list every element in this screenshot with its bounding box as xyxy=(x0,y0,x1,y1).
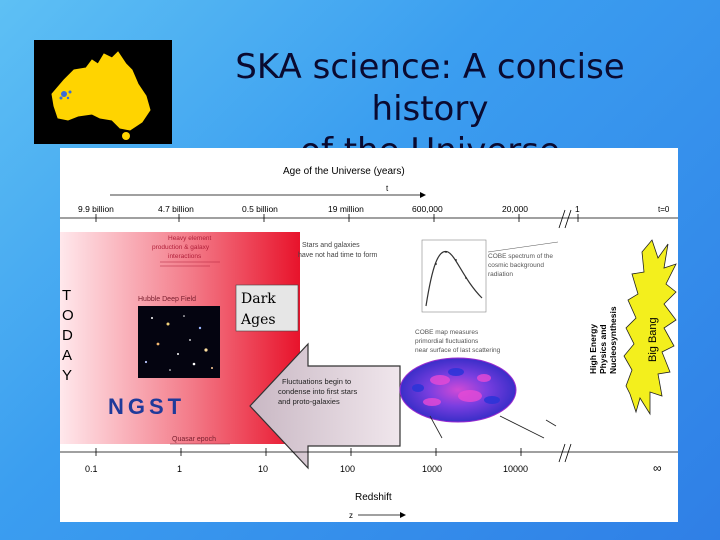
dark-ages-line1: Dark xyxy=(241,291,276,307)
top-tick: t=0 xyxy=(658,205,670,214)
svg-text:Nucleosynthesis: Nucleosynthesis xyxy=(608,306,618,374)
stars-annotation: Stars and galaxies have not had time to … xyxy=(298,242,378,259)
big-bang-label: Big Bang xyxy=(647,317,659,362)
svg-text:Y: Y xyxy=(62,367,72,384)
svg-text:interactions: interactions xyxy=(168,253,202,260)
universe-history-figure: Age of the Universe (years) t 9.9 billio… xyxy=(60,148,678,522)
svg-text:primordial fluctuations: primordial fluctuations xyxy=(415,338,479,345)
svg-text:A: A xyxy=(62,347,72,364)
australia-map-logo xyxy=(34,40,172,144)
svg-text:10000: 10000 xyxy=(503,464,528,474)
top-tick: 20,000 xyxy=(502,204,528,214)
top-tick: 9.9 billion xyxy=(78,204,114,214)
svg-text:High Energy: High Energy xyxy=(588,324,598,374)
fluctuation-arrow xyxy=(249,342,401,470)
top-tick: 19 million xyxy=(328,204,364,214)
svg-text:∞: ∞ xyxy=(653,461,662,475)
today-label: T O D A Y xyxy=(62,287,74,384)
svg-text:10: 10 xyxy=(258,464,268,474)
svg-text:have not had time to form: have not had time to form xyxy=(298,252,378,259)
svg-text:COBE spectrum of the: COBE spectrum of the xyxy=(488,253,553,260)
svg-text:D: D xyxy=(62,327,73,344)
svg-text:1000: 1000 xyxy=(422,464,442,474)
top-axis-title: Age of the Universe (years) xyxy=(283,166,405,177)
svg-text:near surface of last scatterin: near surface of last scattering xyxy=(415,347,501,354)
top-tick: 600,000 xyxy=(412,204,443,214)
svg-text:100: 100 xyxy=(340,464,355,474)
svg-text:radiation: radiation xyxy=(488,271,513,278)
svg-text:Heavy element: Heavy element xyxy=(168,235,212,242)
top-tick: 0.5 billion xyxy=(242,204,278,214)
bottom-axis-title: Redshift xyxy=(355,492,392,503)
ngst-label: NGST xyxy=(108,394,185,419)
hubble-deep-field-label: Hubble Deep Field xyxy=(138,296,196,303)
heavy-element-annotation: Heavy element production & galaxy intera… xyxy=(152,235,220,267)
top-tick: 1 xyxy=(575,204,580,214)
bottom-axis-variable: z xyxy=(349,511,353,520)
svg-text:Fluctuations begin to: Fluctuations begin to xyxy=(282,377,351,386)
svg-text:Stars and galaxies: Stars and galaxies xyxy=(302,242,360,249)
top-axis-variable: t xyxy=(386,184,389,193)
cobe-sky-map xyxy=(399,357,517,423)
svg-text:cosmic background: cosmic background xyxy=(488,262,544,269)
svg-text:COBE map measures: COBE map measures xyxy=(415,329,479,336)
arrow-annotation: Fluctuations begin to condense into firs… xyxy=(278,377,357,406)
svg-text:0.1: 0.1 xyxy=(85,464,98,474)
quasar-epoch-label: Quasar epoch xyxy=(172,436,216,443)
top-tick: 4.7 billion xyxy=(158,204,194,214)
svg-text:T: T xyxy=(62,287,71,304)
high-energy-physics-label: High Energy Physics and Nucleosynthesis xyxy=(588,306,618,374)
svg-text:and proto-galaxies: and proto-galaxies xyxy=(278,397,340,406)
svg-text:Physics and: Physics and xyxy=(598,324,608,374)
hubble-deep-field-image xyxy=(138,306,220,378)
big-bang-starburst xyxy=(623,239,677,416)
cmb-spectrum-plot xyxy=(421,239,487,313)
svg-text:production & galaxy: production & galaxy xyxy=(152,244,210,251)
slide-title-line1: SKA science: A concise history xyxy=(235,47,625,129)
svg-text:condense into first stars: condense into first stars xyxy=(278,387,357,396)
bottom-axis-ticks: 0.1 1 10 100 1000 10000 ∞ xyxy=(85,461,662,475)
svg-text:O: O xyxy=(62,307,74,324)
dark-ages-box xyxy=(235,284,299,332)
dark-ages-line2: Ages xyxy=(240,312,276,328)
top-axis-ticks: 9.9 billion 4.7 billion 0.5 billion 19 m… xyxy=(78,204,670,214)
cobe-map-annotation: COBE map measures primordial fluctuation… xyxy=(415,329,501,354)
cmb-spectrum-annotation: COBE spectrum of the cosmic background r… xyxy=(488,253,553,278)
svg-text:1: 1 xyxy=(177,464,182,474)
